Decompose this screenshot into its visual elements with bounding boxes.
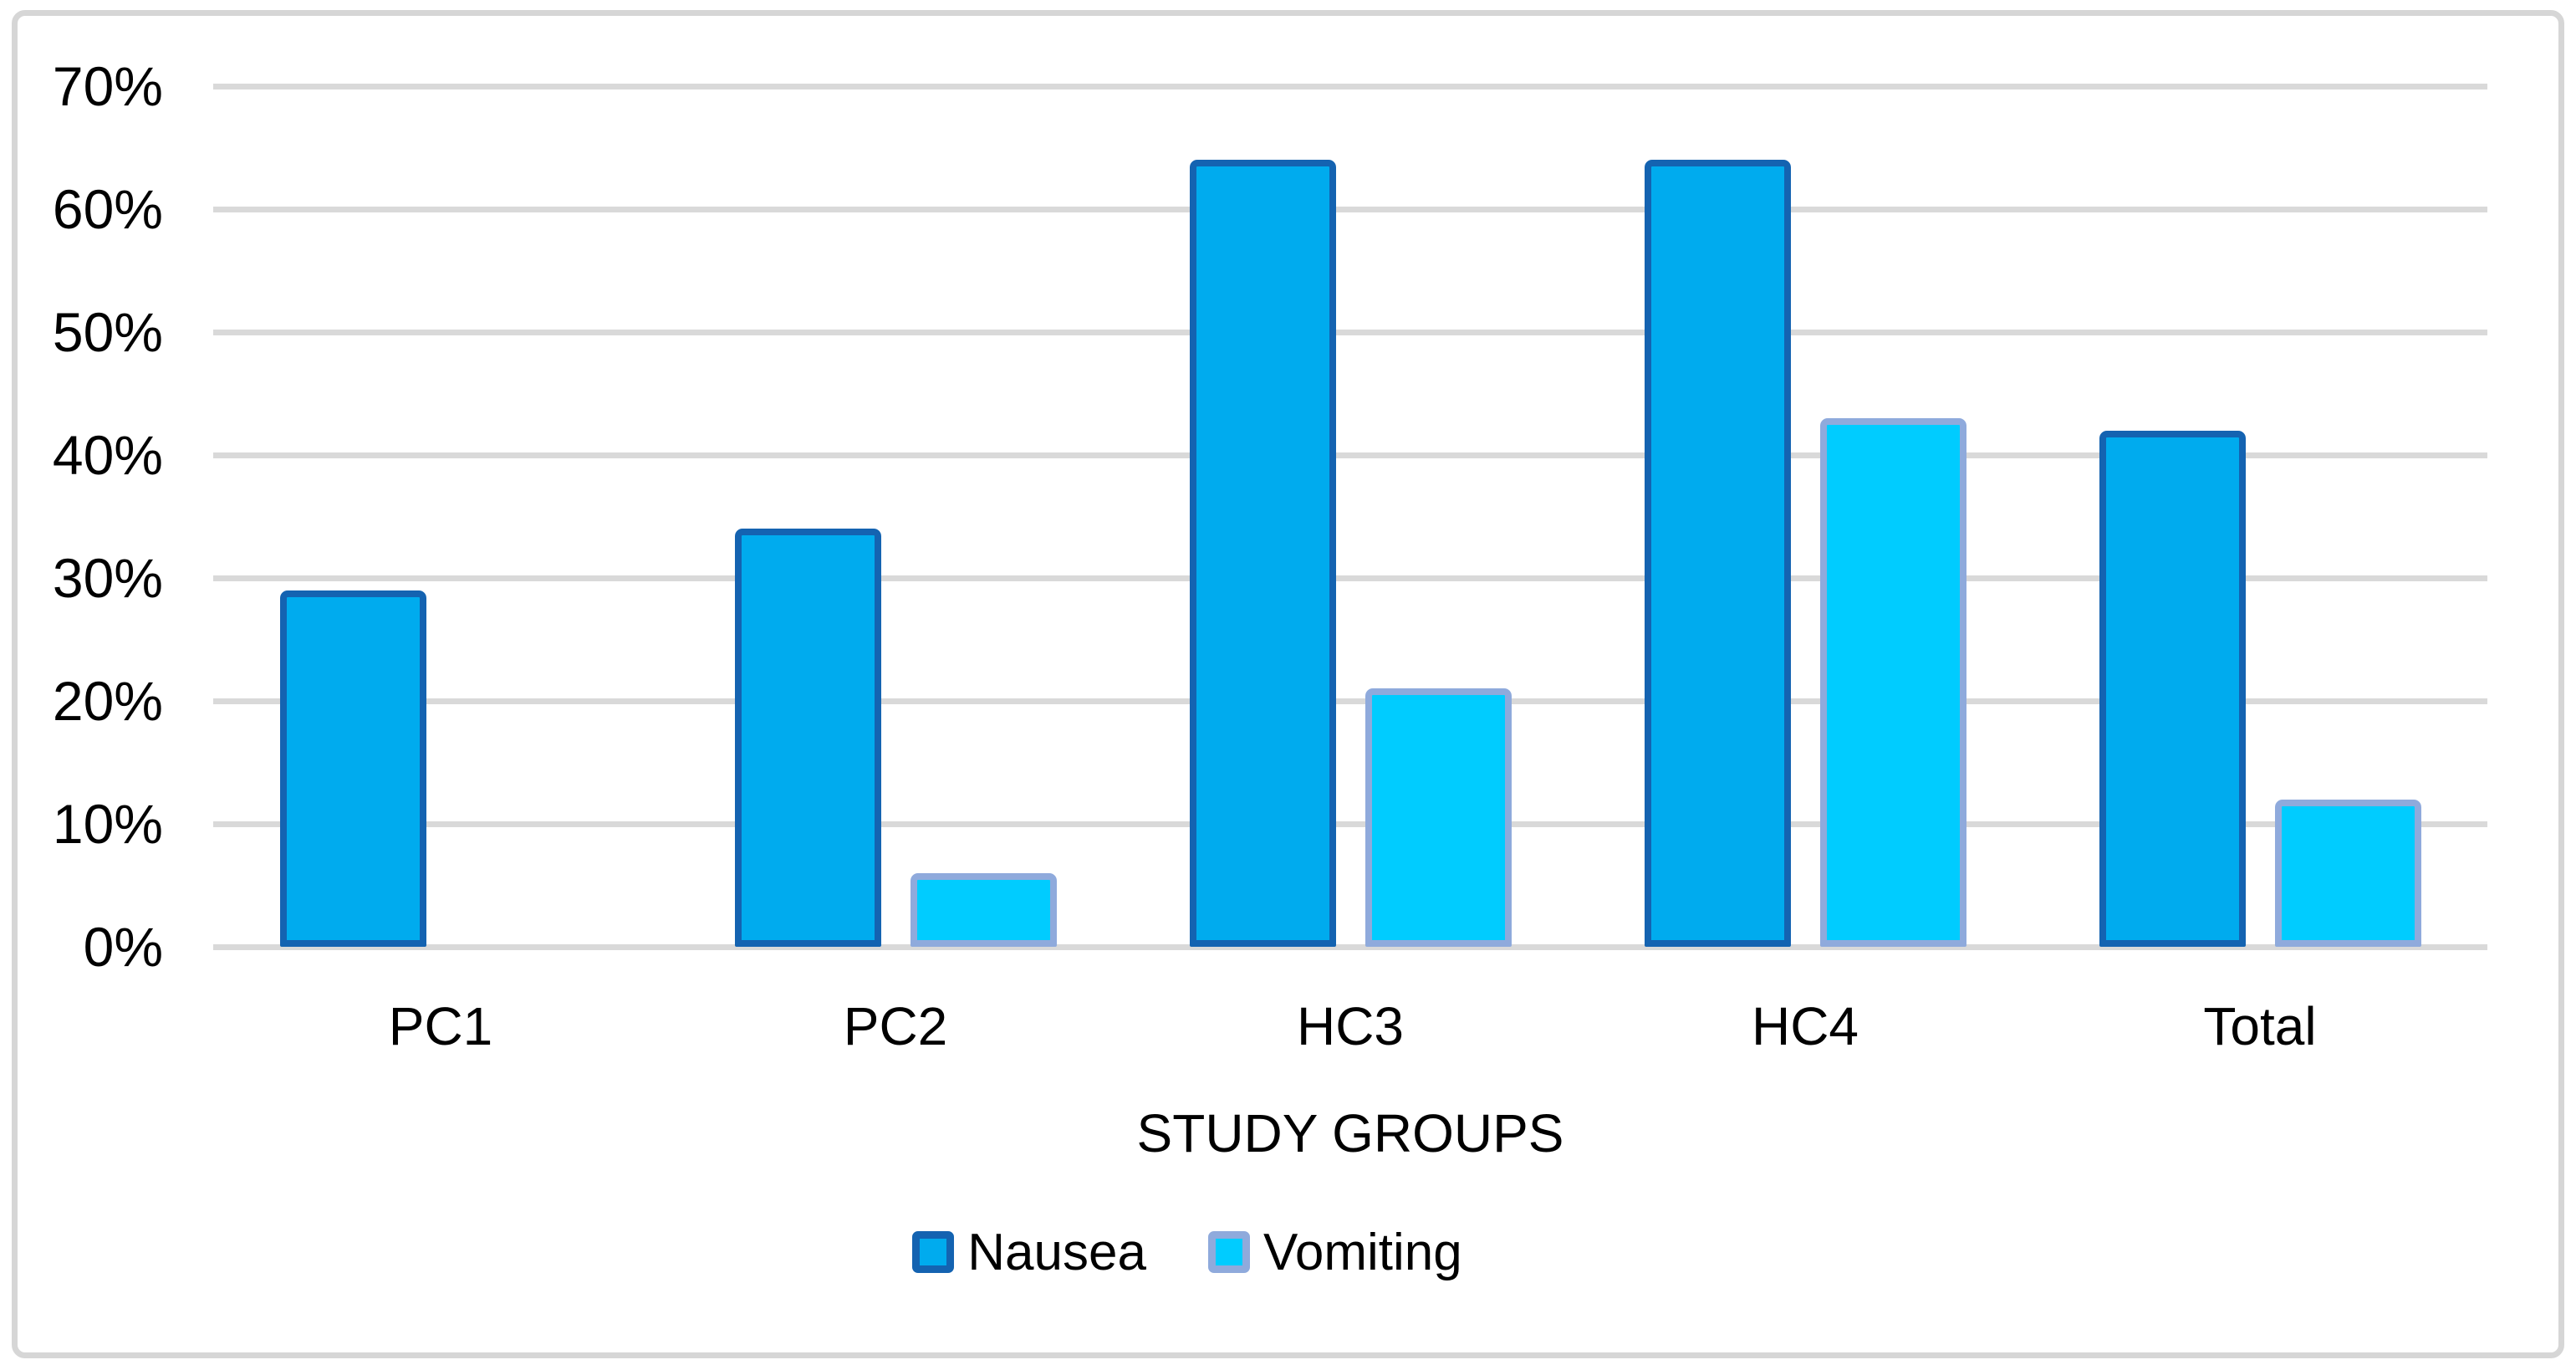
x-category-label-total: Total: [2203, 996, 2317, 1056]
bar-nausea-pc1: [279, 590, 426, 947]
bar-vomiting-hc4: [1819, 417, 1966, 947]
gridline-50pct: [213, 329, 2487, 335]
bar-vomiting-hc3: [1365, 688, 1512, 947]
y-tick-label-40: 40%: [52, 424, 163, 486]
legend-swatch-vomiting-icon: [1207, 1231, 1250, 1273]
bar-nausea-hc3: [1189, 160, 1336, 947]
gridline-70pct: [213, 83, 2487, 89]
x-category-label-hc4: HC4: [1751, 996, 1859, 1056]
x-axis-line: [213, 943, 2487, 950]
y-tick-label-20: 20%: [52, 670, 163, 732]
bar-nausea-hc4: [1644, 160, 1791, 947]
y-tick-label-0: 0%: [83, 916, 163, 978]
x-category-label-hc3: HC3: [1296, 996, 1405, 1056]
gridline-20pct: [213, 698, 2487, 704]
bar-nausea-total: [2099, 430, 2246, 947]
legend: Nausea Vomiting: [50, 1223, 2324, 1281]
bar-nausea-pc2: [734, 529, 881, 947]
gridline-60pct: [213, 206, 2487, 212]
gridline-10pct: [213, 820, 2487, 827]
y-tick-label-60: 60%: [52, 178, 163, 240]
y-tick-label-70: 70%: [52, 55, 163, 117]
gridline-40pct: [213, 452, 2487, 458]
y-tick-label-10: 10%: [52, 793, 163, 855]
gridline-30pct: [213, 575, 2487, 581]
legend-swatch-nausea-icon: [912, 1231, 955, 1273]
y-tick-label-50: 50%: [52, 301, 163, 363]
y-tick-label-30: 30%: [52, 547, 163, 609]
bar-vomiting-total: [2274, 799, 2421, 947]
legend-entry-vomiting: Vomiting: [1207, 1223, 1462, 1282]
legend-entry-nausea: Nausea: [912, 1223, 1146, 1282]
bar-vomiting-pc2: [910, 872, 1057, 947]
x-axis-title: STUDY GROUPS: [1136, 1103, 1564, 1163]
legend-label-vomiting: Vomiting: [1262, 1223, 1462, 1281]
legend-label-nausea: Nausea: [967, 1223, 1146, 1281]
x-category-label-pc1: PC1: [388, 996, 493, 1056]
x-category-label-pc2: PC2: [843, 996, 948, 1056]
